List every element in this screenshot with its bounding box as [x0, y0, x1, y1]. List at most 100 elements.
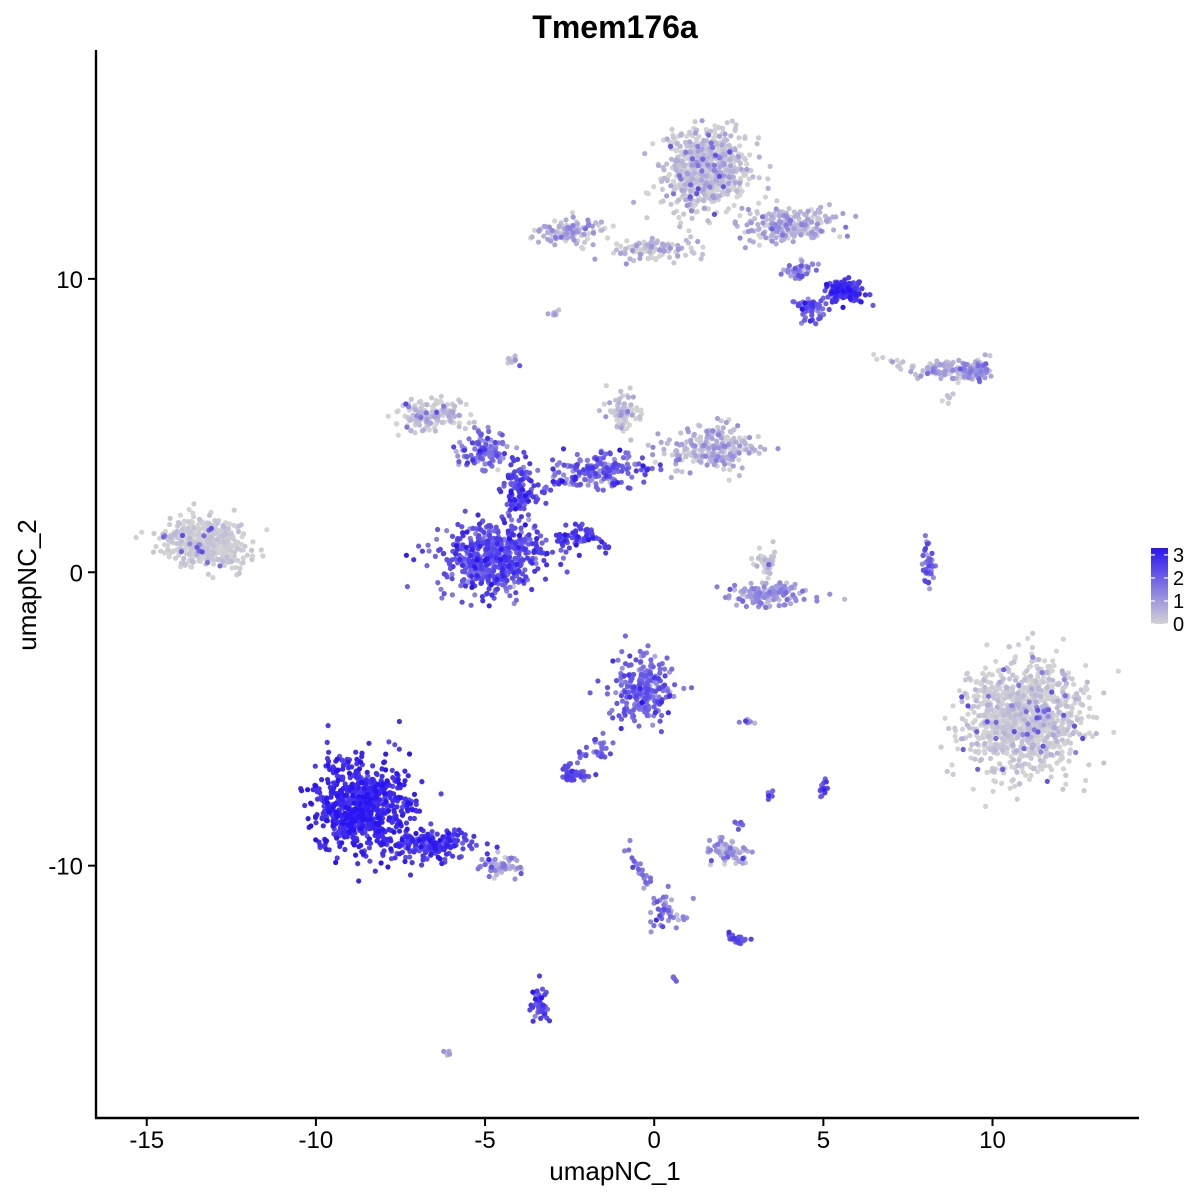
- scatter-point: [468, 568, 474, 574]
- scatter-point: [1006, 644, 1013, 650]
- scatter-point: [583, 753, 589, 759]
- scatter-point: [755, 555, 762, 561]
- scatter-point: [745, 228, 752, 235]
- scatter-point: [532, 523, 538, 529]
- scatter-point: [624, 238, 630, 244]
- scatter-point: [809, 219, 815, 225]
- scatter-point: [508, 855, 514, 861]
- scatter-point: [139, 529, 145, 535]
- scatter-point: [1011, 659, 1017, 665]
- scatter-point: [682, 175, 688, 181]
- scatter-point: [756, 226, 762, 232]
- scatter-point: [701, 205, 708, 211]
- scatter-point: [974, 741, 980, 747]
- scatter-point: [1044, 684, 1050, 690]
- scatter-point: [456, 459, 462, 465]
- scatter-point: [1017, 726, 1023, 732]
- scatter-point: [1049, 668, 1055, 674]
- scatter-point: [823, 218, 830, 224]
- scatter-point: [653, 256, 659, 262]
- scatter-point: [657, 247, 663, 253]
- scatter-point: [488, 864, 495, 870]
- scatter-point: [529, 234, 535, 240]
- scatter-point: [607, 451, 613, 457]
- scatter-point: [718, 418, 724, 424]
- scatter-point: [1025, 721, 1031, 727]
- scatter-point: [637, 861, 643, 867]
- scatter-point: [561, 462, 567, 468]
- scatter-point: [556, 223, 562, 229]
- scatter-point: [641, 885, 647, 891]
- scatter-point: [651, 184, 657, 190]
- scatter-point: [683, 454, 689, 460]
- scatter-point: [1068, 747, 1074, 753]
- scatter-point: [675, 917, 682, 923]
- scatter-point: [1062, 693, 1068, 699]
- scatter-point: [236, 529, 242, 535]
- scatter-point: [221, 539, 227, 545]
- scatter-point: [1027, 663, 1033, 670]
- scatter-point: [681, 917, 687, 923]
- scatter-point: [598, 461, 604, 467]
- scatter-point: [708, 858, 715, 864]
- scatter-point: [536, 228, 542, 234]
- scatter-point: [1031, 711, 1037, 718]
- scatter-point: [738, 166, 744, 172]
- scatter-point: [179, 532, 186, 539]
- scatter-point: [732, 147, 738, 153]
- scatter-point: [509, 864, 515, 870]
- scatter-point: [653, 240, 659, 246]
- scatter-point: [1086, 694, 1092, 701]
- scatter-point: [221, 524, 227, 530]
- scatter-point: [725, 188, 732, 194]
- scatter-point: [715, 424, 721, 430]
- scatter-point: [633, 657, 639, 663]
- scatter-point: [512, 876, 518, 882]
- scatter-point: [736, 457, 742, 463]
- scatter-point: [453, 448, 459, 455]
- scatter-point: [798, 232, 804, 238]
- scatter-point: [737, 443, 743, 449]
- scatter-point: [950, 367, 956, 373]
- scatter-point: [681, 685, 687, 692]
- scatter-point: [1026, 776, 1033, 782]
- scatter-point: [938, 375, 944, 381]
- scatter-point: [563, 549, 569, 555]
- scatter-point: [964, 695, 970, 701]
- scatter-point: [224, 554, 230, 560]
- scatter-point: [676, 173, 683, 179]
- scatter-point: [756, 545, 763, 551]
- scatter-point: [993, 742, 1000, 748]
- scatter-point: [1024, 668, 1030, 674]
- scatter-point: [799, 221, 805, 228]
- scatter-point: [976, 376, 982, 382]
- scatter-point: [709, 144, 716, 151]
- scatter-point: [662, 673, 668, 679]
- scatter-point: [956, 357, 962, 363]
- scatter-point: [473, 842, 479, 848]
- scatter-point: [570, 223, 576, 229]
- scatter-point: [833, 214, 839, 220]
- scatter-point: [664, 177, 671, 184]
- scatter-point: [539, 540, 545, 546]
- scatter-point: [726, 477, 732, 483]
- scatter-point: [153, 543, 159, 550]
- scatter-point: [592, 256, 598, 262]
- scatter-point: [710, 452, 716, 458]
- scatter-point: [593, 749, 600, 755]
- scatter-point: [990, 725, 996, 731]
- scatter-point: [1016, 757, 1022, 764]
- scatter-point: [982, 750, 988, 756]
- scatter-point: [672, 162, 678, 169]
- scatter-point: [756, 200, 762, 206]
- scatter-point: [552, 234, 559, 240]
- scatter-point: [735, 154, 742, 160]
- scatter-point: [1061, 712, 1067, 718]
- scatter-point: [521, 506, 527, 512]
- scatter-point: [674, 441, 680, 447]
- scatter-point: [1042, 754, 1048, 760]
- scatter-point: [670, 134, 676, 140]
- scatter-point: [1111, 729, 1117, 735]
- scatter-point: [716, 193, 723, 199]
- scatter-point: [560, 766, 566, 772]
